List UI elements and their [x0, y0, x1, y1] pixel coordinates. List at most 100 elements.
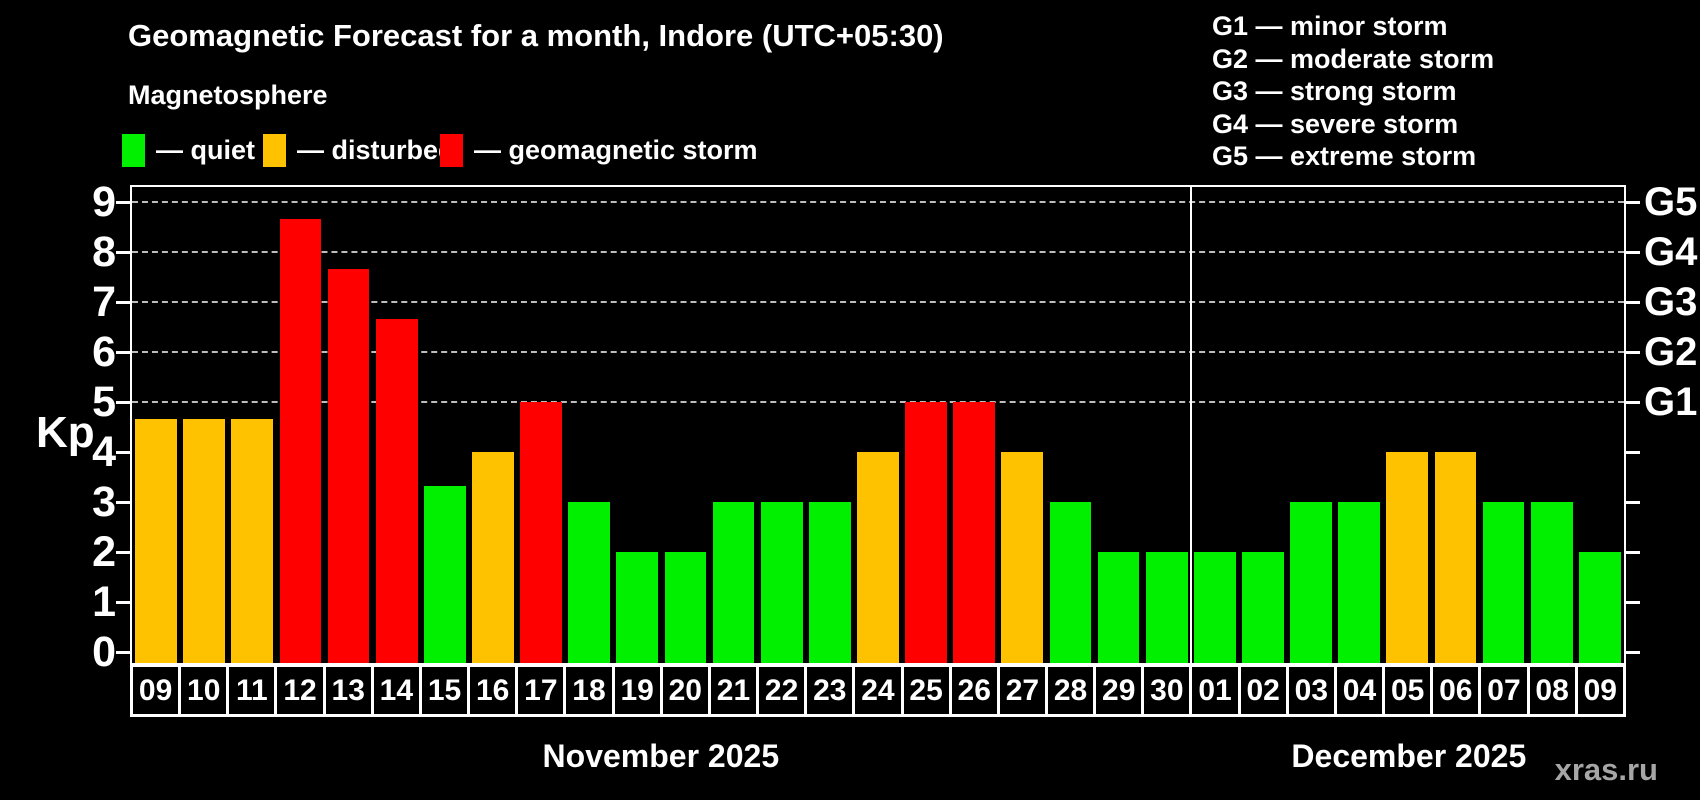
legend-label-storm: — geomagnetic storm — [474, 135, 758, 165]
month-label-december: December 2025 — [1291, 738, 1527, 774]
kp-bar-02 — [1242, 552, 1284, 663]
day-cell-21: 21 — [707, 664, 760, 717]
bar-slot-06 — [1431, 187, 1479, 663]
plot-area — [130, 185, 1626, 665]
bar-slot-14 — [373, 187, 421, 663]
gridline-kp5 — [132, 401, 1624, 403]
bar-slot-24 — [854, 187, 902, 663]
kp-bar-17 — [520, 402, 562, 663]
bar-slot-02 — [1239, 187, 1287, 663]
kp-bar-19 — [616, 552, 659, 663]
day-cell-24: 24 — [852, 664, 904, 717]
kp-bar-14 — [375, 318, 418, 663]
y-tick-left-2 — [116, 551, 130, 554]
day-cell-08: 08 — [1526, 664, 1578, 717]
kp-bar-27 — [1001, 452, 1044, 663]
bar-slot-08 — [1528, 187, 1576, 663]
day-cell-05: 05 — [1382, 664, 1434, 717]
bar-slot-28 — [1046, 187, 1094, 663]
day-cell-13: 13 — [322, 664, 374, 717]
day-cell-18: 18 — [563, 664, 615, 717]
kp-bar-09 — [1578, 552, 1621, 663]
kp-bar-24 — [857, 452, 899, 663]
month-label-november: November 2025 — [542, 738, 780, 774]
day-cell-19: 19 — [611, 664, 663, 717]
right-axis-label-g5: G5 — [1644, 180, 1698, 224]
bar-slot-15 — [421, 187, 469, 663]
day-cell-22: 22 — [756, 664, 808, 717]
g-legend-line-g4: G4 — severe storm — [1212, 108, 1459, 139]
y-tick-left-4 — [116, 451, 130, 454]
kp-bar-04 — [1338, 502, 1381, 663]
bar-slot-30 — [1143, 187, 1191, 663]
kp-bar-23 — [808, 502, 851, 663]
x-axis-day-labels: 09 10 11 12 13 14 15 16 17 18 19 20 21 22 23 24 25 26 27 28… — [130, 664, 1626, 717]
kp-bar-07 — [1482, 502, 1525, 663]
y-tick-label-3: 3 — [92, 478, 116, 526]
bar-slot-21 — [710, 187, 758, 663]
kp-bar-26 — [953, 402, 996, 663]
y-axis-title: Kp — [36, 408, 95, 457]
chart-subtitle: Magnetosphere — [128, 80, 328, 110]
y-tick-label-7: 7 — [92, 278, 116, 326]
day-cell-16: 16 — [467, 664, 519, 717]
bar-slot-26 — [950, 187, 998, 663]
bar-slot-17 — [517, 187, 565, 663]
y-tick-right-7 — [1626, 301, 1640, 304]
gridline-kp8 — [132, 251, 1624, 253]
kp-bar-05 — [1386, 452, 1429, 663]
kp-bar-22 — [760, 502, 803, 663]
bar-slot-11 — [228, 187, 276, 663]
kp-bar-25 — [905, 402, 947, 663]
day-cell-10: 10 — [178, 664, 230, 717]
gridline-kp9 — [132, 201, 1624, 203]
day-cell-28: 28 — [1044, 664, 1097, 717]
bar-slot-10 — [180, 187, 228, 663]
kp-bar-12 — [279, 218, 322, 663]
y-tick-left-5 — [116, 401, 130, 404]
kp-bar-06 — [1434, 452, 1477, 663]
g-scale-legend: G1 — minor storm G2 — moderate storm G3 … — [1212, 10, 1494, 173]
y-tick-label-4: 4 — [92, 428, 116, 476]
day-cell-03: 03 — [1285, 664, 1337, 717]
y-tick-right-9 — [1626, 201, 1640, 204]
day-cell-04: 04 — [1333, 664, 1386, 717]
day-cell-23: 23 — [804, 664, 856, 717]
y-tick-left-0 — [116, 651, 130, 654]
g-legend-line-g1: G1 — minor storm — [1212, 11, 1448, 41]
y-tick-label-2: 2 — [92, 528, 116, 576]
y-tick-right-4 — [1626, 451, 1640, 454]
day-cell-15: 15 — [418, 664, 471, 717]
bar-slot-27 — [998, 187, 1046, 663]
legend-item-storm: — geomagnetic storm — [440, 133, 758, 167]
storm-color-swatch — [440, 133, 463, 167]
legend-label-quiet: — quiet — [156, 135, 255, 165]
y-tick-left-6 — [116, 351, 130, 354]
y-tick-left-8 — [116, 251, 130, 254]
g-legend-line-g3: G3 — strong storm — [1212, 76, 1457, 106]
y-tick-label-0: 0 — [92, 628, 116, 676]
bar-slot-12 — [276, 187, 324, 663]
y-tick-label-6: 6 — [92, 328, 116, 376]
right-axis-label-g3: G3 — [1644, 280, 1698, 324]
y-tick-left-7 — [116, 301, 130, 304]
kp-bar-18 — [568, 502, 611, 663]
kp-bar-13 — [327, 268, 370, 663]
day-cell-25: 25 — [900, 664, 952, 717]
bar-slot-04 — [1335, 187, 1383, 663]
legend-label-disturbed: — disturbed — [297, 135, 455, 165]
kp-bar-20 — [664, 552, 707, 663]
day-cell-06: 06 — [1430, 664, 1482, 717]
kp-bar-03 — [1290, 502, 1332, 663]
day-cell-07: 07 — [1478, 664, 1530, 717]
bar-slot-20 — [661, 187, 709, 663]
right-axis-label-g2: G2 — [1644, 330, 1698, 374]
bar-slot-19 — [613, 187, 661, 663]
y-tick-left-9 — [116, 201, 130, 204]
kp-bar-11 — [231, 418, 274, 663]
y-tick-label-5: 5 — [92, 378, 116, 426]
gridline-kp7 — [132, 301, 1624, 303]
day-cell-17: 17 — [515, 664, 567, 717]
day-cell-01: 01 — [1189, 664, 1241, 717]
